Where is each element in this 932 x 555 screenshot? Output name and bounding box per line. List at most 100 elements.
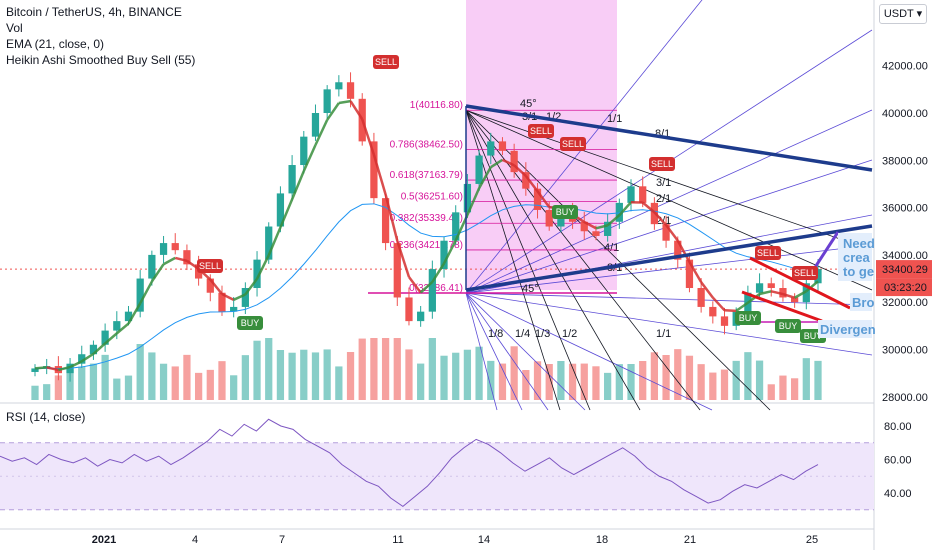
vol-legend[interactable]: Vol [6,20,195,36]
gann-fan-label: 1/2 [562,328,577,340]
gann-fan-label: 1/4 [515,328,530,340]
volume-bar [487,361,494,400]
volume-bar [429,338,436,400]
volume-bar [78,367,85,400]
currency-badge[interactable]: USDT ▾ [879,4,927,24]
candle-body[interactable] [639,186,646,203]
time-tick-label: 2021 [92,534,116,546]
price-tick-label: 38000.00 [882,155,928,167]
volume-bar [639,361,646,400]
candle-body[interactable] [592,231,599,236]
candle-body[interactable] [627,186,634,203]
time-tick-label: 11 [392,534,403,546]
gann-fan-label: 4/1 [604,242,619,254]
volume-bar [218,361,225,400]
signal-label: SELL [651,159,673,169]
volume-bar [160,364,167,400]
candle-body[interactable] [160,243,167,255]
candle-body[interactable] [324,89,331,113]
signal-label: SELL [199,261,221,271]
gann-fan-label: 45° [520,98,537,110]
candle-body[interactable] [148,255,155,279]
volume-bar [335,366,342,400]
fib-level-label: 1(40116.80) [410,100,463,111]
volume-bar [370,338,377,400]
sell-signal[interactable]: SELL [755,246,781,260]
volume-bar [464,350,471,400]
buy-signal[interactable]: BUY [237,316,263,330]
signal-label: BUY [241,318,260,328]
volume-bar [324,349,331,400]
candle-body[interactable] [768,283,775,288]
rsi-legend[interactable]: RSI (14, close) [6,409,85,425]
gann-fan-label: 3/1 [656,177,671,189]
sell-signal[interactable]: SELL [528,124,554,138]
candle-body[interactable] [756,283,763,292]
volume-bar [347,352,354,400]
volume-bar [207,370,214,400]
candle-body[interactable] [709,307,716,316]
sell-signal[interactable]: SELL [649,157,675,171]
note-text: crea [843,250,871,265]
candle-body[interactable] [288,165,295,193]
sell-signal[interactable]: SELL [792,266,818,280]
volume-bar [148,352,155,400]
candle-body[interactable] [417,312,424,321]
candle-body[interactable] [113,321,120,330]
candle-body[interactable] [300,137,307,165]
volume-bar [440,356,447,400]
buy-signal[interactable]: BUY [735,311,761,325]
candle-body[interactable] [312,113,319,137]
signal-label: SELL [530,126,552,136]
volume-bar [814,361,821,400]
price-tick-label: 36000.00 [882,203,928,215]
volume-bar [698,364,705,400]
candle-body[interactable] [499,141,506,150]
candle-body[interactable] [335,82,342,89]
sell-signal[interactable]: SELL [560,137,586,151]
ha-legend[interactable]: Heikin Ashi Smoothed Buy Sell (55) [6,52,195,68]
candle-body[interactable] [546,210,553,227]
time-tick-label: 7 [279,534,285,546]
price-tick-label: 28000.00 [882,392,928,404]
ema-legend[interactable]: EMA (21, close, 0) [6,36,195,52]
candle-body[interactable] [405,297,412,321]
gann-fan-label: 1/1 [607,113,622,125]
volume-bar [195,373,202,400]
volume-bar [394,338,401,400]
gann-fan-label: 1/1 [656,328,671,340]
volume-bar [569,364,576,400]
candle-body[interactable] [698,288,705,307]
volume-bar [604,373,611,400]
volume-bar [90,364,97,400]
price-tick-label: 32000.00 [882,297,928,309]
candle-body[interactable] [487,141,494,155]
volume-bar [709,373,716,400]
note-text: Divergen [820,322,876,337]
candle-body[interactable] [172,243,179,250]
signal-label: SELL [562,139,584,149]
volume-bar [475,347,482,400]
candle-body[interactable] [429,269,436,312]
ha-smoothed-segment [35,367,47,368]
symbol-title[interactable]: Bitcoin / TetherUS, 4h, BINANCE [6,4,195,20]
volume-bar [300,350,307,400]
volume-bar [417,364,424,400]
sell-signal[interactable]: SELL [197,259,223,273]
candle-body[interactable] [475,156,482,184]
price-tick-label: 30000.00 [882,345,928,357]
buy-signal[interactable]: BUY [775,319,801,333]
volume-bar [172,366,179,400]
candle-body[interactable] [347,82,354,99]
candle-body[interactable] [721,316,728,325]
volume-bar [288,353,295,400]
volume-bar [265,338,272,400]
volume-bar [662,355,669,400]
rsi-tick-label: 60.00 [884,455,912,467]
volume-bar [768,384,775,400]
volume-bar [253,341,260,400]
buy-signal[interactable]: BUY [552,205,578,219]
sell-signal[interactable]: SELL [373,55,399,69]
